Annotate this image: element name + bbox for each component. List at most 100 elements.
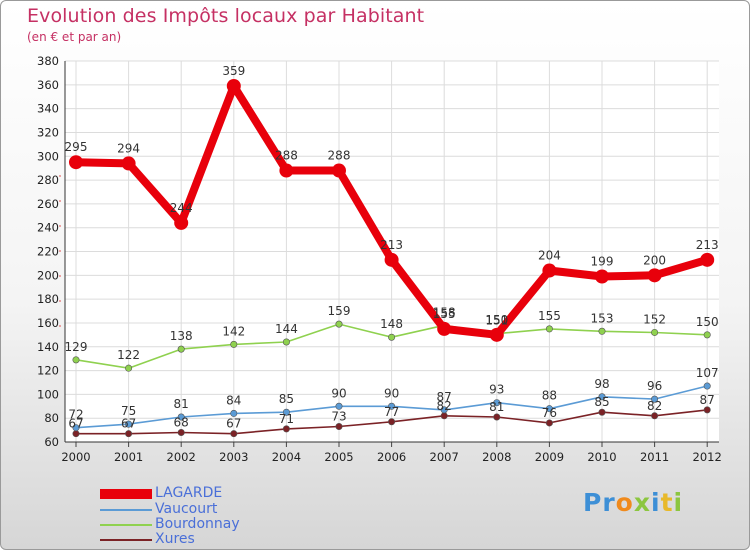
data-label-bourdonnay-2001: 122 [117,348,140,362]
data-label-xures-2011: 82 [647,399,662,413]
data-label-vaucourt-2011: 96 [647,379,662,393]
x-tick-label-2006: 2006 [377,450,406,464]
data-label-bourdonnay-2007: 158 [433,305,456,319]
legend-label-lagarde: LAGARDE [155,485,223,501]
x-tick-label-2007: 2007 [430,450,459,464]
point-bourdonnay-2011 [651,328,659,336]
y-tick-label-120: 120 [37,364,59,378]
data-label-layer: 295 294 244 359 288 288 213 155 150 204 199 200 213 7… [65,64,719,431]
point-xures-2009 [545,419,553,427]
data-label-xures-2008: 81 [489,400,504,414]
point-lagarde-2009 [542,263,557,278]
data-label-xures-2006: 77 [384,405,399,419]
data-label-lagarde-2002: 244 [170,201,193,215]
legend-swatch-bourdonnay [100,524,152,526]
data-label-lagarde-2001: 294 [117,141,140,155]
point-vaucourt-2008 [493,399,501,407]
point-xures-2002 [177,428,185,436]
logo-letter: x [633,488,651,517]
data-label-bourdonnay-2004: 144 [275,322,298,336]
point-xures-2012 [703,406,711,414]
x-tick-label-2000: 2000 [61,450,90,464]
point-vaucourt-2000 [72,424,80,432]
legend-swatch-lagarde [100,489,152,499]
data-label-vaucourt-2007: 87 [437,390,452,404]
data-label-lagarde-2006: 213 [380,238,403,252]
data-label-bourdonnay-2005: 159 [328,304,351,318]
axis-layer: 60 80 100 120 140 160 180 200 220 240 260 280 300 320… [37,54,722,464]
data-label-vaucourt-2009: 88 [542,389,557,403]
point-lagarde-2010 [595,269,609,284]
data-label-lagarde-2007: 155 [433,307,456,321]
x-tick-label-2003: 2003 [219,450,248,464]
point-lagarde-2006 [384,252,399,267]
y-tick-label-240: 240 [37,221,59,235]
point-xures-2003 [230,430,238,438]
data-label-xures-2004: 71 [279,412,294,426]
point-lagarde-2000 [69,155,83,170]
data-label-vaucourt-2012: 107 [696,366,719,380]
data-label-vaucourt-2000: 72 [68,408,83,422]
point-xures-2004 [282,425,290,433]
data-label-vaucourt-2003: 84 [226,393,241,407]
point-vaucourt-2004 [282,408,290,416]
point-bourdonnay-2012 [703,331,711,339]
point-lagarde-2004 [279,163,294,178]
legend-label-xures: Xures [155,531,195,547]
point-xures-2001 [125,430,133,438]
point-vaucourt-2011 [651,395,659,403]
data-label-vaucourt-2006: 90 [384,386,399,400]
point-bourdonnay-2010 [598,327,606,335]
data-label-bourdonnay-2000: 129 [65,340,88,354]
point-bourdonnay-2001 [125,364,133,372]
point-lagarde-2005 [332,163,346,178]
y-tick-label-60: 60 [44,435,59,449]
point-xures-2006 [388,418,396,426]
data-label-vaucourt-2002: 81 [174,397,189,411]
data-label-lagarde-2005: 288 [328,149,351,163]
point-vaucourt-2010 [598,393,606,401]
point-bourdonnay-2002 [177,345,185,353]
logo-letter: o [615,488,634,517]
data-label-lagarde-2003: 359 [222,64,245,78]
logo-letter: t [660,488,674,517]
legend-swatch-xures [100,539,152,541]
point-bourdonnay-2005 [335,320,343,328]
data-label-xures-2002: 68 [174,415,189,429]
data-label-vaucourt-2008: 93 [489,383,504,397]
logo-letter: i [673,488,684,517]
y-tick-label-100: 100 [37,387,59,401]
point-lagarde-2003 [226,79,241,94]
chart-subtitle: (en € et par an) [27,30,122,44]
y-tick-label-260: 260 [37,197,59,211]
data-label-lagarde-2010: 199 [591,255,614,269]
data-label-lagarde-2008: 150 [485,313,508,327]
point-xures-2011 [651,412,659,420]
data-label-bourdonnay-2011: 152 [643,312,666,326]
proxiti-logo: Proxiti [583,488,683,517]
point-xures-2010 [598,408,606,416]
y-tick-label-320: 320 [37,125,59,139]
point-lagarde-2011 [647,268,662,283]
y-tick-label-200: 200 [37,268,59,282]
data-label-xures-2003: 67 [226,417,241,431]
data-label-bourdonnay-2003: 142 [222,324,245,338]
y-tick-label-380: 380 [37,54,59,68]
legend-swatch-vaucourt [100,509,152,511]
data-label-bourdonnay-2010: 153 [591,311,614,325]
chart-title: Evolution des Impôts locaux par Habitant [27,5,425,27]
y-tick-label-160: 160 [37,316,59,330]
point-vaucourt-2003 [230,409,238,417]
data-label-lagarde-2000: 295 [65,140,88,154]
point-vaucourt-2005 [335,402,343,410]
data-label-bourdonnay-2008: 151 [485,314,508,328]
y-tick-label-360: 360 [37,78,59,92]
y-tick-label-220: 220 [37,245,59,259]
point-vaucourt-2001 [125,420,133,428]
data-label-xures-2000: 67 [68,417,83,431]
point-xures-2000 [72,430,80,438]
point-xures-2005 [335,423,343,431]
point-bourdonnay-2003 [230,340,238,348]
logo-letter: i [651,488,661,517]
data-label-lagarde-2012: 213 [696,238,719,252]
